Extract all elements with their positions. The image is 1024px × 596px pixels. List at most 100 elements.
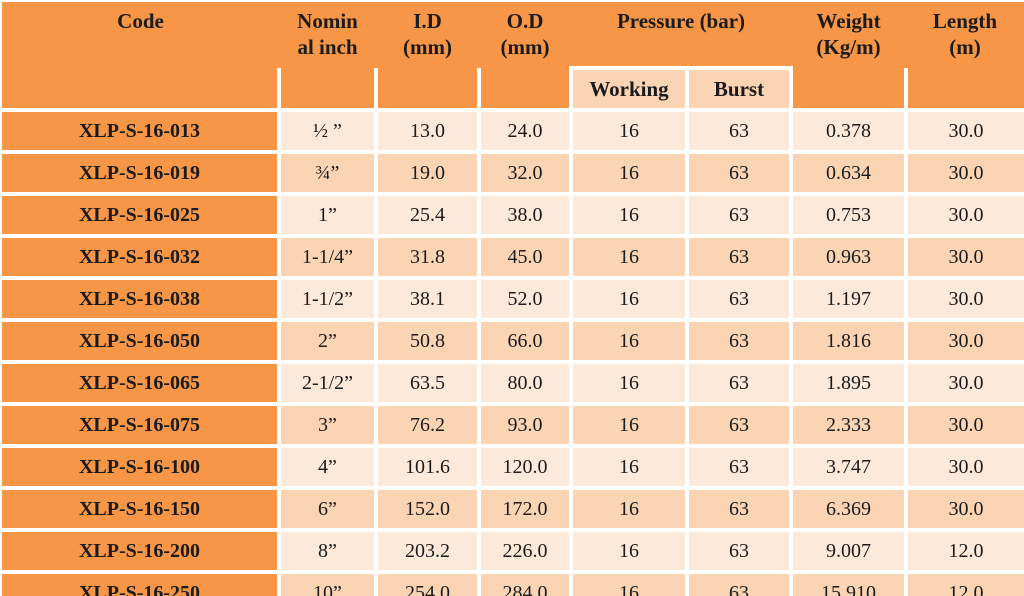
working-pressure-cell: 16 — [569, 150, 689, 196]
code-cell: XLP-S-16-065 — [2, 360, 281, 406]
table-row: XLP-S-16-075 3” 76.2 93.0 16 63 2.333 30… — [2, 402, 1024, 448]
od-mm-cell: 80.0 — [477, 360, 573, 406]
id-mm-cell: 31.8 — [374, 234, 481, 280]
table-row: XLP-S-16-038 1-1/2” 38.1 52.0 16 63 1.19… — [2, 276, 1024, 322]
burst-pressure-cell: 63 — [685, 192, 793, 238]
od-mm-cell: 93.0 — [477, 402, 573, 448]
header-spacer-weight — [789, 68, 908, 112]
weight-cell: 9.007 — [789, 528, 908, 574]
header-burst: Burst — [685, 66, 793, 112]
weight-cell: 1.197 — [789, 276, 908, 322]
id-mm-cell: 101.6 — [374, 444, 481, 490]
code-cell: XLP-S-16-050 — [2, 318, 281, 364]
code-cell: XLP-S-16-200 — [2, 528, 281, 574]
header-od-line1: O.D — [506, 9, 544, 33]
weight-cell: 15.910 — [789, 570, 908, 596]
header-length-line1: Length — [932, 9, 998, 33]
nominal-inch-cell: 6” — [277, 486, 378, 532]
header-id-line2: (mm) — [403, 35, 452, 59]
id-mm-cell: 19.0 — [374, 150, 481, 196]
length-cell: 30.0 — [904, 192, 1024, 238]
od-mm-cell: 45.0 — [477, 234, 573, 280]
working-pressure-cell: 16 — [569, 108, 689, 154]
id-mm-cell: 152.0 — [374, 486, 481, 532]
burst-pressure-cell: 63 — [685, 402, 793, 448]
table-row: XLP-S-16-100 4” 101.6 120.0 16 63 3.747 … — [2, 444, 1024, 490]
working-pressure-cell: 16 — [569, 570, 689, 596]
code-cell: XLP-S-16-025 — [2, 192, 281, 238]
burst-pressure-cell: 63 — [685, 486, 793, 532]
od-mm-cell: 120.0 — [477, 444, 573, 490]
nominal-inch-cell: 2” — [277, 318, 378, 364]
length-cell: 30.0 — [904, 276, 1024, 322]
od-mm-cell: 24.0 — [477, 108, 573, 154]
burst-pressure-cell: 63 — [685, 276, 793, 322]
header-row-sub: Working Burst — [2, 66, 1024, 112]
length-cell: 30.0 — [904, 108, 1024, 154]
table-row: XLP-S-16-065 2-1/2” 63.5 80.0 16 63 1.89… — [2, 360, 1024, 406]
length-cell: 30.0 — [904, 150, 1024, 196]
code-cell: XLP-S-16-013 — [2, 108, 281, 154]
working-pressure-cell: 16 — [569, 402, 689, 448]
weight-cell: 1.816 — [789, 318, 908, 364]
burst-pressure-cell: 63 — [685, 570, 793, 596]
burst-pressure-cell: 63 — [685, 444, 793, 490]
od-mm-cell: 52.0 — [477, 276, 573, 322]
id-mm-cell: 50.8 — [374, 318, 481, 364]
length-cell: 30.0 — [904, 318, 1024, 364]
code-cell: XLP-S-16-019 — [2, 150, 281, 196]
header-row-main: Code Nomin al inch I.D (mm) O.D (mm) Pre… — [2, 2, 1024, 68]
weight-cell: 6.369 — [789, 486, 908, 532]
table-row: XLP-S-16-150 6” 152.0 172.0 16 63 6.369 … — [2, 486, 1024, 532]
burst-pressure-cell: 63 — [685, 150, 793, 196]
nominal-inch-cell: ¾” — [277, 150, 378, 196]
header-nominal-line1: Nomin — [297, 9, 358, 33]
nominal-inch-cell: ½ ” — [277, 108, 378, 154]
burst-pressure-cell: 63 — [685, 318, 793, 364]
od-mm-cell: 172.0 — [477, 486, 573, 532]
header-spacer-id — [374, 68, 481, 112]
header-nominal-inch: Nomin al inch — [279, 2, 376, 68]
weight-cell: 3.747 — [789, 444, 908, 490]
header-od: O.D (mm) — [479, 2, 571, 68]
header-weight-line2: (Kg/m) — [816, 35, 881, 59]
code-cell: XLP-S-16-100 — [2, 444, 281, 490]
header-weight: Weight (Kg/m) — [791, 2, 906, 68]
nominal-inch-cell: 1-1/4” — [277, 234, 378, 280]
od-mm-cell: 38.0 — [477, 192, 573, 238]
nominal-inch-cell: 2-1/2” — [277, 360, 378, 406]
header-spacer-length — [904, 68, 1024, 112]
id-mm-cell: 38.1 — [374, 276, 481, 322]
table-row: XLP-S-16-050 2” 50.8 66.0 16 63 1.816 30… — [2, 318, 1024, 364]
od-mm-cell: 284.0 — [477, 570, 573, 596]
burst-pressure-cell: 63 — [685, 528, 793, 574]
table-row: XLP-S-16-200 8” 203.2 226.0 16 63 9.007 … — [2, 528, 1024, 574]
weight-cell: 0.634 — [789, 150, 908, 196]
nominal-inch-cell: 10” — [277, 570, 378, 596]
length-cell: 30.0 — [904, 486, 1024, 532]
id-mm-cell: 76.2 — [374, 402, 481, 448]
working-pressure-cell: 16 — [569, 276, 689, 322]
table-header: Code Nomin al inch I.D (mm) O.D (mm) Pre… — [2, 2, 1024, 112]
header-code: Code — [2, 2, 279, 68]
table-body: XLP-S-16-013 ½ ” 13.0 24.0 16 63 0.378 3… — [2, 108, 1024, 596]
burst-pressure-cell: 63 — [685, 360, 793, 406]
working-pressure-cell: 16 — [569, 192, 689, 238]
code-cell: XLP-S-16-038 — [2, 276, 281, 322]
table-row: XLP-S-16-032 1-1/4” 31.8 45.0 16 63 0.96… — [2, 234, 1024, 280]
code-cell: XLP-S-16-150 — [2, 486, 281, 532]
working-pressure-cell: 16 — [569, 486, 689, 532]
table-row: XLP-S-16-025 1” 25.4 38.0 16 63 0.753 30… — [2, 192, 1024, 238]
length-cell: 30.0 — [904, 402, 1024, 448]
header-spacer-od — [477, 68, 573, 112]
table-row: XLP-S-16-013 ½ ” 13.0 24.0 16 63 0.378 3… — [2, 108, 1024, 154]
header-length-line2: (m) — [949, 35, 981, 59]
nominal-inch-cell: 8” — [277, 528, 378, 574]
header-length: Length (m) — [906, 2, 1024, 68]
nominal-inch-cell: 3” — [277, 402, 378, 448]
burst-pressure-cell: 63 — [685, 108, 793, 154]
id-mm-cell: 254.0 — [374, 570, 481, 596]
nominal-inch-cell: 4” — [277, 444, 378, 490]
